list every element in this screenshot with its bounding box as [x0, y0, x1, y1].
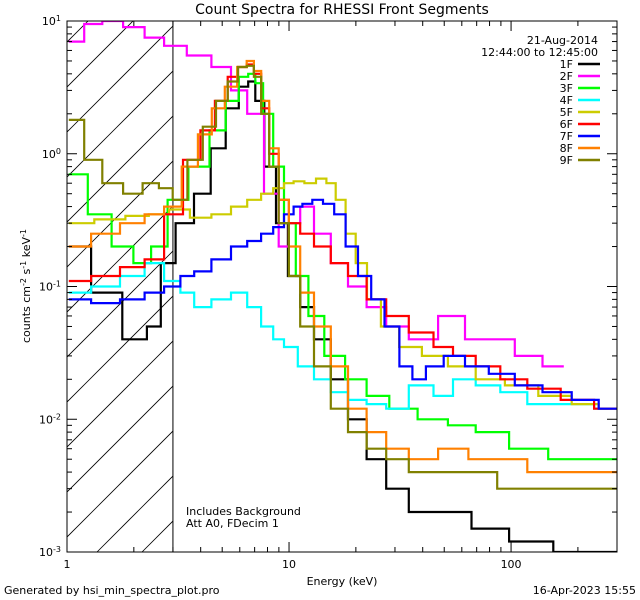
series-layer — [68, 21, 617, 552]
hatch-line — [67, 250, 173, 358]
legend-label-9F: 9F — [560, 154, 573, 167]
chart-title: Count Spectra for RHESSI Front Segments — [195, 2, 489, 18]
legend-time-range: 12:44:00 to 12:45:00 — [481, 46, 598, 59]
y-tick-label: 100 — [42, 146, 61, 161]
annotation-background: Includes Background — [186, 505, 301, 518]
legend-date: 21-Aug-2014 — [527, 34, 598, 47]
hatch-line — [0, 0, 72, 552]
series-line-7F — [68, 198, 617, 410]
y-tick-label: 10-3 — [39, 545, 61, 560]
footer-generated-by: Generated by hsi_min_spectra_plot.pro — [4, 584, 220, 597]
x-tick-label: 100 — [501, 558, 522, 571]
y-axis: 10-3 10-2 10-1 100 101 — [39, 14, 617, 560]
legend-label-2F: 2F — [560, 70, 573, 83]
legend-label-3F: 3F — [560, 82, 573, 95]
hatch-line — [67, 21, 134, 88]
x-tick-label: 1 — [64, 558, 71, 571]
series-line-9F — [68, 64, 617, 490]
series-line-3F — [68, 72, 617, 461]
legend-label-8F: 8F — [560, 142, 573, 155]
x-axis-label: Energy (keV) — [307, 575, 378, 588]
y-tick-label: 101 — [42, 14, 61, 29]
legend-label-1F: 1F — [560, 58, 573, 71]
legend-label-4F: 4F — [560, 94, 573, 107]
hatch-line — [67, 205, 173, 313]
y-tick-label: 10-1 — [39, 279, 61, 294]
y-tick-label: 10-2 — [39, 412, 61, 427]
x-tick-label: 10 — [282, 558, 296, 571]
hatch-line — [67, 25, 173, 133]
hatch-line — [67, 430, 173, 538]
hatch-line — [67, 70, 173, 178]
annotation-attenuator: Att A0, FDecim 1 — [186, 517, 279, 530]
series-line-5F — [68, 177, 617, 410]
legend-label-7F: 7F — [560, 130, 573, 143]
legend-label-5F: 5F — [560, 106, 573, 119]
series-line-8F — [68, 59, 617, 474]
y-axis-label: counts cm-2 s-1 keV-1 — [19, 229, 34, 343]
legend-label-6F: 6F — [560, 118, 573, 131]
footer-timestamp: 16-Apr-2023 15:55 — [532, 584, 636, 597]
attenuator-hatch-region — [0, 0, 173, 552]
series-line-6F — [68, 63, 617, 410]
series-line-1F — [68, 80, 617, 552]
series-line-4F — [68, 262, 617, 410]
x-axis: 1 10 100 — [64, 21, 618, 571]
hatch-line — [67, 385, 173, 493]
